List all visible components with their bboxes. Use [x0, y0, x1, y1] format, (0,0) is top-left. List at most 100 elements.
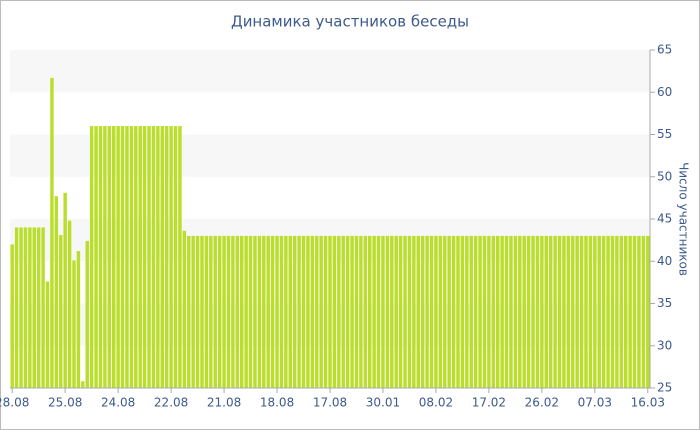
- bar: [376, 235, 381, 388]
- bar: [292, 235, 297, 388]
- bar: [562, 235, 566, 388]
- bar: [306, 235, 310, 388]
- bar: [641, 235, 646, 388]
- bar: [116, 126, 120, 389]
- bar: [381, 235, 385, 388]
- grid-band: [10, 50, 650, 93]
- bar: [359, 235, 363, 388]
- x-tick-label: 25.08: [48, 396, 82, 410]
- bar: [112, 126, 116, 389]
- bar: [337, 235, 341, 388]
- bar: [571, 235, 575, 388]
- bar: [81, 381, 85, 388]
- bar: [548, 235, 553, 388]
- x-tick-label: 24.08: [101, 396, 135, 410]
- bar: [531, 235, 535, 388]
- y-tick-label: 35: [657, 296, 672, 310]
- x-tick-label: 26.02: [525, 396, 559, 410]
- x-tick-label: 07.03: [578, 396, 612, 410]
- bar: [209, 235, 213, 388]
- bar: [284, 235, 288, 388]
- bar: [496, 235, 500, 388]
- bar: [540, 235, 544, 388]
- bar: [142, 126, 147, 389]
- bar: [535, 235, 540, 388]
- bar: [332, 235, 337, 388]
- bar: [518, 235, 522, 388]
- bar: [319, 235, 323, 388]
- bar: [478, 235, 482, 388]
- bar: [522, 235, 526, 388]
- bar: [182, 230, 187, 388]
- bar: [173, 126, 178, 389]
- bar: [368, 235, 372, 388]
- bar: [315, 235, 319, 388]
- x-tick-label: 28.08: [0, 396, 29, 410]
- bar: [164, 126, 169, 389]
- bar: [619, 235, 624, 388]
- bar: [257, 235, 262, 388]
- bar: [372, 235, 376, 388]
- bar: [169, 126, 173, 389]
- bar: [566, 235, 571, 388]
- bar: [637, 235, 641, 388]
- bar: [89, 126, 94, 389]
- bar: [615, 235, 619, 388]
- bar: [557, 235, 562, 388]
- bar: [103, 126, 107, 389]
- bar: [94, 126, 98, 389]
- bar: [45, 281, 50, 388]
- y-tick-label: 65: [657, 43, 672, 57]
- bar: [575, 235, 579, 388]
- bar: [248, 235, 253, 388]
- bar: [10, 244, 14, 388]
- bar: [513, 235, 518, 388]
- bar: [465, 235, 469, 388]
- bar: [41, 227, 45, 388]
- bar: [341, 235, 345, 388]
- bar: [473, 235, 478, 388]
- bar: [67, 220, 72, 388]
- bar: [434, 235, 438, 388]
- bar: [509, 235, 513, 388]
- bar: [19, 227, 23, 388]
- bar: [460, 235, 465, 388]
- bar: [553, 235, 557, 388]
- bar: [624, 235, 628, 388]
- bar: [385, 235, 390, 388]
- bar: [151, 126, 156, 389]
- chart-title: Динамика участников беседы: [231, 13, 469, 31]
- bar: [279, 235, 284, 388]
- bar: [50, 77, 54, 388]
- y-axis-label: Число участников: [677, 162, 691, 276]
- bar: [231, 235, 235, 388]
- x-tick-label: 08.02: [419, 396, 453, 410]
- bar: [125, 126, 129, 389]
- bar: [606, 235, 610, 388]
- bar: [593, 235, 597, 388]
- bar: [323, 235, 328, 388]
- bar: [328, 235, 332, 388]
- bar: [394, 235, 398, 388]
- bar: [416, 235, 420, 388]
- bar: [226, 235, 231, 388]
- bar: [54, 196, 59, 388]
- bar: [147, 126, 151, 389]
- bar: [447, 235, 451, 388]
- bar: [628, 235, 632, 388]
- y-tick-label: 25: [657, 381, 672, 395]
- bar: [138, 126, 142, 389]
- bar: [544, 235, 548, 388]
- bar: [579, 235, 584, 388]
- bar: [390, 235, 394, 388]
- bar: [187, 235, 191, 388]
- bar: [345, 235, 350, 388]
- bar: [363, 235, 368, 388]
- bar: [601, 235, 606, 388]
- bar: [213, 235, 217, 388]
- bar: [288, 235, 292, 388]
- bar: [72, 260, 76, 388]
- bar: [240, 235, 244, 388]
- bar: [407, 235, 412, 388]
